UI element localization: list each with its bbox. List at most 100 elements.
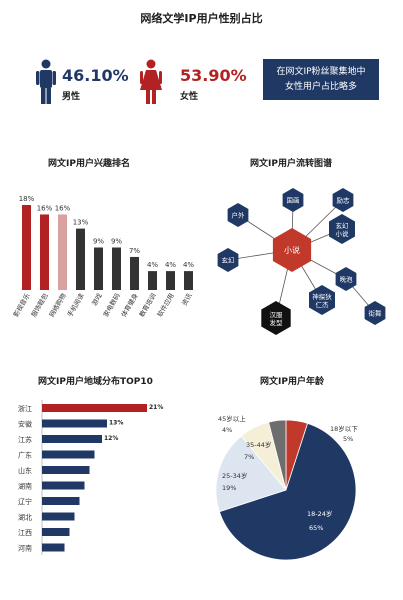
flow-node xyxy=(217,248,239,272)
region-category-label: 广东 xyxy=(18,451,32,460)
age-slice-label: 18-24岁 xyxy=(307,509,332,518)
flow-node xyxy=(261,301,291,335)
interest-bar xyxy=(130,256,139,290)
interest-value-label: 16% xyxy=(37,204,53,212)
female-label: 女性 xyxy=(180,92,199,102)
region-category-label: 山东 xyxy=(18,466,32,475)
male-percentage: 46.10% xyxy=(62,66,129,85)
interest-bar xyxy=(40,214,49,290)
interest-bar-chart: 18%影视音乐16%服饰鞋包16%网络购物13%手机阅读9%游戏9%家电数码7%… xyxy=(11,195,194,319)
interest-category-label: 教育培训 xyxy=(137,292,158,319)
age-slice xyxy=(268,419,287,491)
flow-node xyxy=(335,267,357,291)
region-value-label: 13% xyxy=(109,420,123,427)
region-category-label: 浙江 xyxy=(18,404,32,413)
flow-node-center-label: 小说 xyxy=(284,245,300,255)
interest-category-label: 资讯 xyxy=(179,291,194,307)
interest-value-label: 4% xyxy=(147,261,158,269)
age-chart-title: 网文IP用户年龄 xyxy=(260,377,324,387)
age-slice-label: 18岁以下 xyxy=(330,424,358,433)
interest-bar xyxy=(184,271,193,290)
age-slice-label: 35-44岁 xyxy=(246,440,271,449)
interest-bar xyxy=(148,271,157,290)
region-category-label: 辽宁 xyxy=(18,497,32,506)
region-category-label: 湖北 xyxy=(18,513,32,522)
region-category-label: 安徽 xyxy=(18,420,32,429)
flow-node-label: 玄幻小说 xyxy=(336,221,350,238)
interest-value-label: 4% xyxy=(183,261,194,269)
interest-value-label: 9% xyxy=(93,238,104,246)
flow-node xyxy=(227,203,249,227)
region-category-label: 江西 xyxy=(18,529,32,537)
interest-bar xyxy=(58,214,67,290)
interest-category-label: 手机阅读 xyxy=(65,291,86,318)
region-bar xyxy=(42,512,75,521)
flow-chart-title: 网文IP用户流转图谱 xyxy=(250,159,332,169)
interest-bar xyxy=(76,228,85,290)
female-percentage: 53.90% xyxy=(180,66,247,85)
interest-bar xyxy=(112,247,121,290)
region-bar xyxy=(42,543,65,552)
interest-value-label: 18% xyxy=(19,195,35,203)
page-title: 网络文学IP用户性别占比 xyxy=(140,12,263,25)
region-value-label: 21% xyxy=(149,404,163,411)
male-label: 男性 xyxy=(62,92,81,102)
male-icon xyxy=(36,59,56,104)
flow-node-label: 神探狄仁杰 xyxy=(312,292,332,309)
flow-node xyxy=(332,188,354,212)
region-value-label: 12% xyxy=(104,435,118,442)
flow-node-label: 户外 xyxy=(232,211,246,220)
age-pie-chart: 18岁以下 5% 18-24岁 65% 25-34岁 19% 35-44岁 7% 45岁以上 4% xyxy=(215,414,358,561)
flow-node xyxy=(282,188,304,212)
region-bar xyxy=(42,419,107,428)
age-slice-label: 25-34岁 xyxy=(222,471,247,480)
flow-node xyxy=(364,301,386,325)
age-slice-pct: 7% xyxy=(244,453,254,461)
flow-node-center xyxy=(272,228,312,272)
age-slice xyxy=(215,435,287,513)
region-category-label: 湖南 xyxy=(18,482,32,491)
flow-node-label: 国画 xyxy=(287,197,300,205)
interest-value-label: 16% xyxy=(55,204,71,212)
region-chart-title: 网文IP用户地域分布TOP10 xyxy=(38,377,153,387)
female-icon xyxy=(140,59,162,104)
flow-node xyxy=(309,285,335,315)
interest-value-label: 4% xyxy=(165,261,176,269)
region-bar xyxy=(42,481,85,490)
region-bar xyxy=(42,435,102,443)
region-bar xyxy=(42,450,95,459)
age-slice-pct: 4% xyxy=(222,426,232,434)
interest-value-label: 7% xyxy=(129,247,140,255)
gender-note-line2: 女性用户占比略多 xyxy=(284,82,357,92)
region-bar xyxy=(42,404,147,412)
flow-node-label: 街舞 xyxy=(369,309,383,318)
age-slice-pct: 19% xyxy=(222,484,236,492)
interest-category-label: 软件应用 xyxy=(155,292,176,319)
region-bar xyxy=(42,466,90,474)
flow-node xyxy=(329,214,355,244)
interest-value-label: 13% xyxy=(73,219,89,227)
interest-bar xyxy=(166,271,175,290)
region-bar xyxy=(42,497,80,505)
interest-value-label: 9% xyxy=(111,238,122,246)
flow-node-label: 晚泡 xyxy=(340,275,354,284)
age-slice-pct: 65% xyxy=(309,524,323,532)
gender-note-line1: 在网文IP粉丝聚集地中 xyxy=(276,67,366,77)
age-slice-label: 45岁以上 xyxy=(218,414,246,423)
flow-node-label: 玄幻 xyxy=(222,256,236,265)
interest-bar xyxy=(94,247,103,290)
flow-node-label: 汉服发型 xyxy=(270,311,284,327)
interest-category-label: 游戏 xyxy=(89,291,104,307)
interest-chart-title: 网文IP用户兴趣排名 xyxy=(48,159,130,169)
region-bar xyxy=(42,528,70,536)
gender-note-box: 在网文IP粉丝聚集地中 女性用户占比略多 xyxy=(263,59,379,100)
age-slice-pct: 5% xyxy=(343,435,353,443)
age-slice xyxy=(218,422,357,561)
flow-node-label: 励志 xyxy=(337,196,351,205)
region-category-label: 河南 xyxy=(18,544,32,553)
interest-bar xyxy=(22,205,31,290)
region-category-label: 江苏 xyxy=(18,435,32,444)
